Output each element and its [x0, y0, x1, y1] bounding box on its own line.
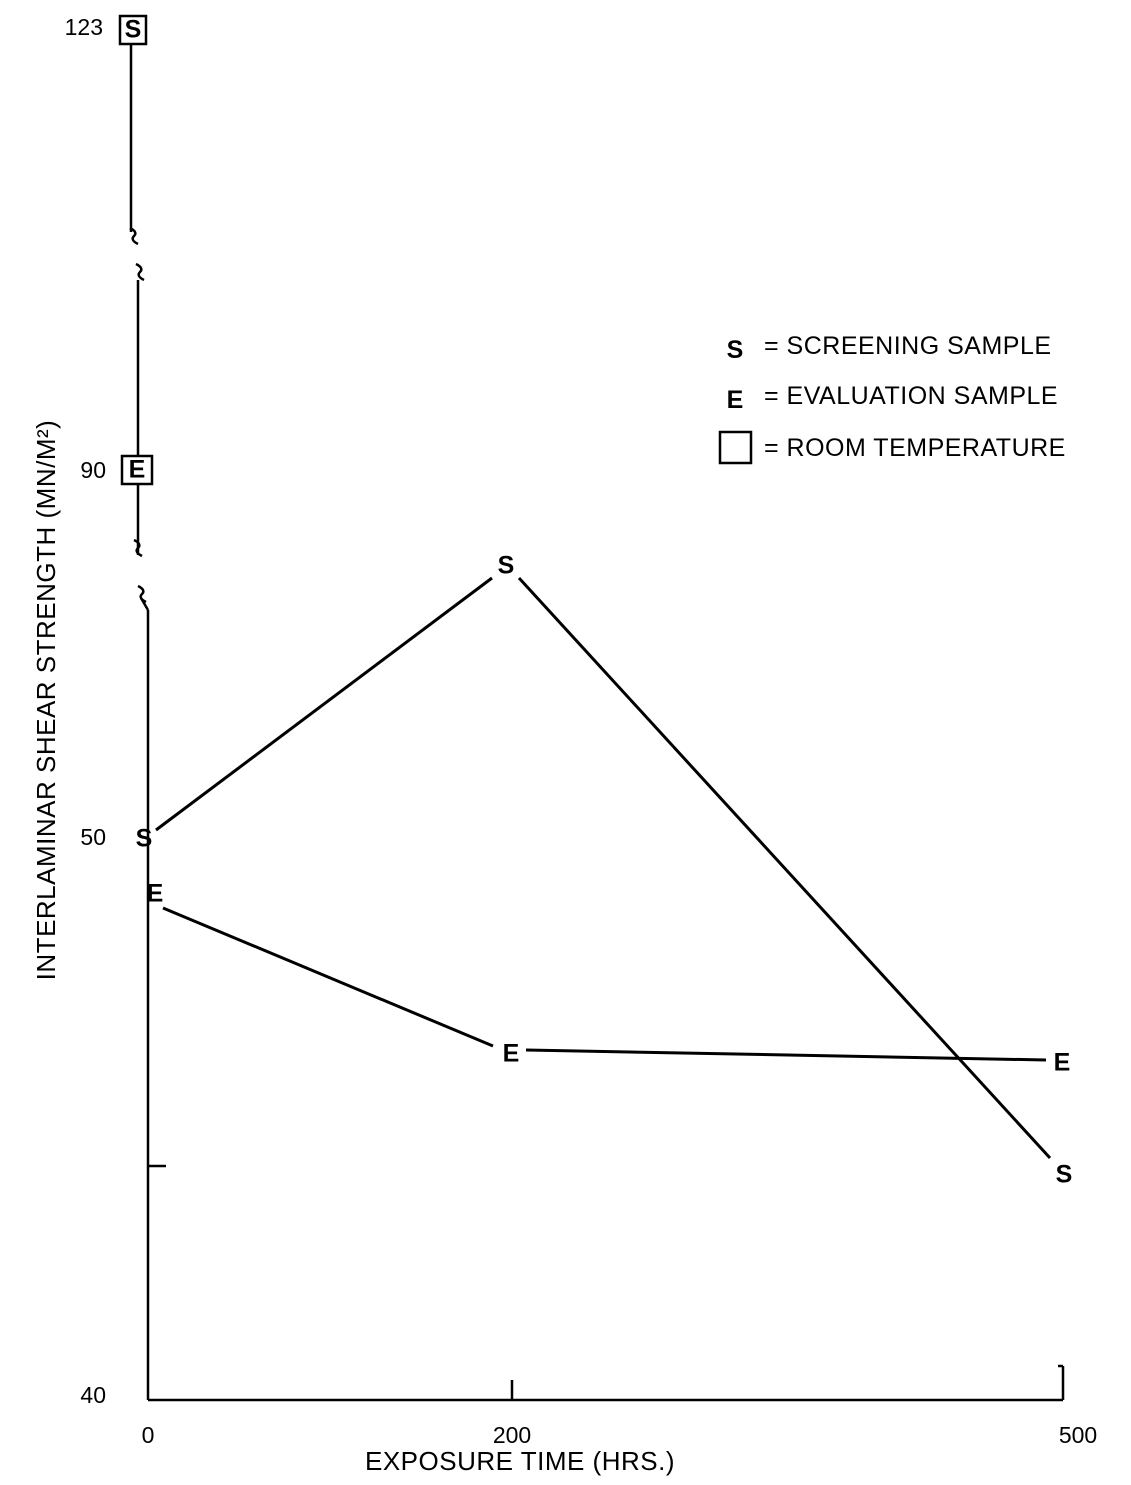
series-lines [155, 576, 1052, 1160]
data-point-evaluation: E [1054, 1049, 1071, 1077]
y-axis-title: INTERLAMINAR SHEAR STRENGTH (MN/M²) [31, 420, 61, 981]
data-point-screening: S [1056, 1161, 1073, 1189]
room-temp-box [120, 454, 154, 486]
axis-break-mid-1 [133, 538, 143, 558]
y-tick-label: 40 [80, 1382, 106, 1408]
x-tick-label: 500 [1059, 1422, 1097, 1448]
data-point-screening: S [498, 552, 515, 580]
axes [129, 42, 1065, 1402]
axis-break-top-2 [135, 262, 145, 282]
data-point-evaluation: E [147, 880, 164, 908]
x-tick-label: 0 [142, 1422, 155, 1448]
data-point-screening: S [136, 825, 153, 853]
x-axis-title: EXPOSURE TIME (HRS.) [365, 1446, 675, 1476]
room-temp-marker: S [125, 16, 142, 44]
data-point-evaluation: E [503, 1040, 520, 1068]
legend-box-symbol [718, 430, 753, 465]
y-tick-label: 50 [80, 824, 106, 850]
axis-break-mid-2 [137, 584, 147, 604]
room-temp-marker: E [129, 456, 146, 484]
room-temp-box [118, 14, 148, 46]
y-tick-label: 123 [65, 14, 103, 40]
series-line-evaluation [162, 906, 1047, 1062]
legend: S = SCREENING SAMPLE E = EVALUATION SAMPLE =… [718, 332, 1066, 465]
x-tick-label: 200 [493, 1422, 531, 1448]
series-line-screening [155, 576, 1052, 1160]
tick-labels: 0 200 500 40 50 90 123 [65, 14, 1098, 1448]
y-tick-label: 90 [80, 457, 106, 483]
legend-symbol: E [727, 386, 744, 414]
legend-label: = EVALUATION SAMPLE [764, 382, 1058, 410]
legend-symbol: S [727, 336, 744, 364]
axis-break-top-1 [129, 226, 139, 246]
legend-label: = ROOM TEMPERATURE [764, 434, 1066, 462]
legend-label: = SCREENING SAMPLE [764, 332, 1052, 360]
